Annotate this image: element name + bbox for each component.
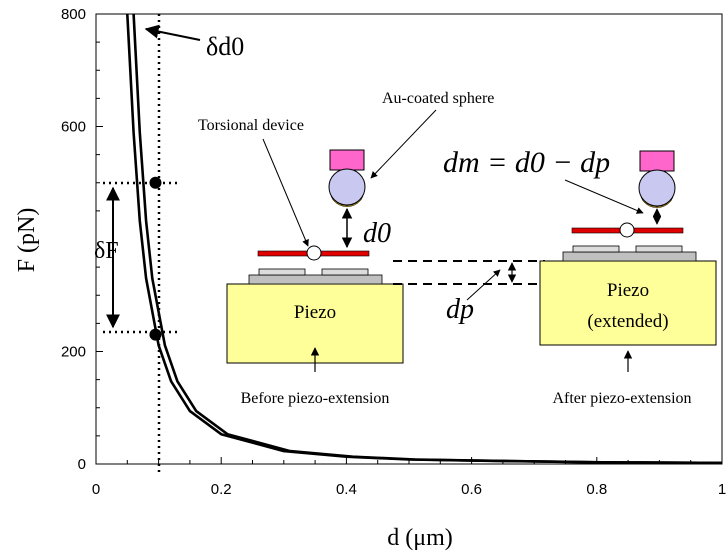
data-point-marker: [149, 328, 162, 341]
magnet-left: [329, 149, 365, 171]
caption-after: After piezo-extension: [552, 390, 691, 407]
y-tick-label: 200: [61, 344, 86, 361]
equation-pointer: [564, 179, 644, 214]
y-tick-label: 600: [61, 119, 86, 136]
torsional-device-arrow: [262, 138, 309, 247]
electrode-left-1: [258, 268, 306, 276]
x-tick-label: 0: [92, 481, 100, 498]
base-plate-left: [248, 274, 383, 285]
piezo-right-box: [539, 260, 717, 346]
pivot-left: [306, 245, 322, 261]
pivot-right: [619, 222, 635, 238]
delta-d0-label: δd0: [206, 32, 244, 61]
x-tick-label: 1: [718, 481, 726, 498]
x-axis-label: d (μm): [387, 525, 453, 551]
x-tick-label: 0.6: [461, 481, 482, 498]
schematic-after: Piezo (extended) After piezo-extension: [539, 150, 717, 407]
piezo-right-label-1: Piezo: [607, 280, 649, 301]
delta-d0-arrow: [144, 24, 201, 41]
d0-label: d0: [363, 218, 391, 249]
electrode-left-2: [321, 268, 369, 276]
x-tick-label: 0.2: [211, 481, 232, 498]
delta-f-label: δF: [94, 238, 119, 264]
equation: dm = d0 − dp: [443, 146, 610, 179]
x-tick-label: 0.8: [586, 481, 607, 498]
dp-label: dp: [446, 294, 474, 325]
x-tick-label: 0.4: [336, 481, 357, 498]
magnet-right: [639, 150, 675, 172]
base-plate-right: [562, 251, 697, 262]
au-sphere-arrow: [370, 109, 437, 179]
data-point-marker: [149, 176, 162, 189]
piezo-left-label: Piezo: [294, 302, 336, 323]
y-axis-label: F (pN): [14, 208, 40, 273]
sphere-right: [638, 169, 676, 207]
electrode-right-1: [572, 245, 620, 253]
y-tick-label: 0: [78, 456, 86, 473]
curves: [126, 13, 723, 465]
torsional-device-label: Torsional device: [198, 117, 304, 134]
schematic-before: Piezo d0 Before piezo-extension Torsiona…: [198, 90, 494, 407]
au-sphere-label: Au-coated sphere: [382, 90, 494, 107]
data-markers: [149, 176, 162, 341]
curve-2: [132, 13, 723, 465]
caption-before: Before piezo-extension: [241, 390, 390, 407]
piezo-right-label-2: (extended): [587, 311, 668, 332]
electrode-right-2: [635, 245, 683, 253]
x-axis-ticks: 0 0.2 0.4 0.6 0.8 1: [92, 457, 726, 498]
sphere-left: [328, 168, 366, 206]
y-axis-ticks: 0 200 600 800: [61, 6, 103, 473]
y-tick-label: 800: [61, 6, 86, 23]
dp-pointer: [466, 269, 501, 301]
